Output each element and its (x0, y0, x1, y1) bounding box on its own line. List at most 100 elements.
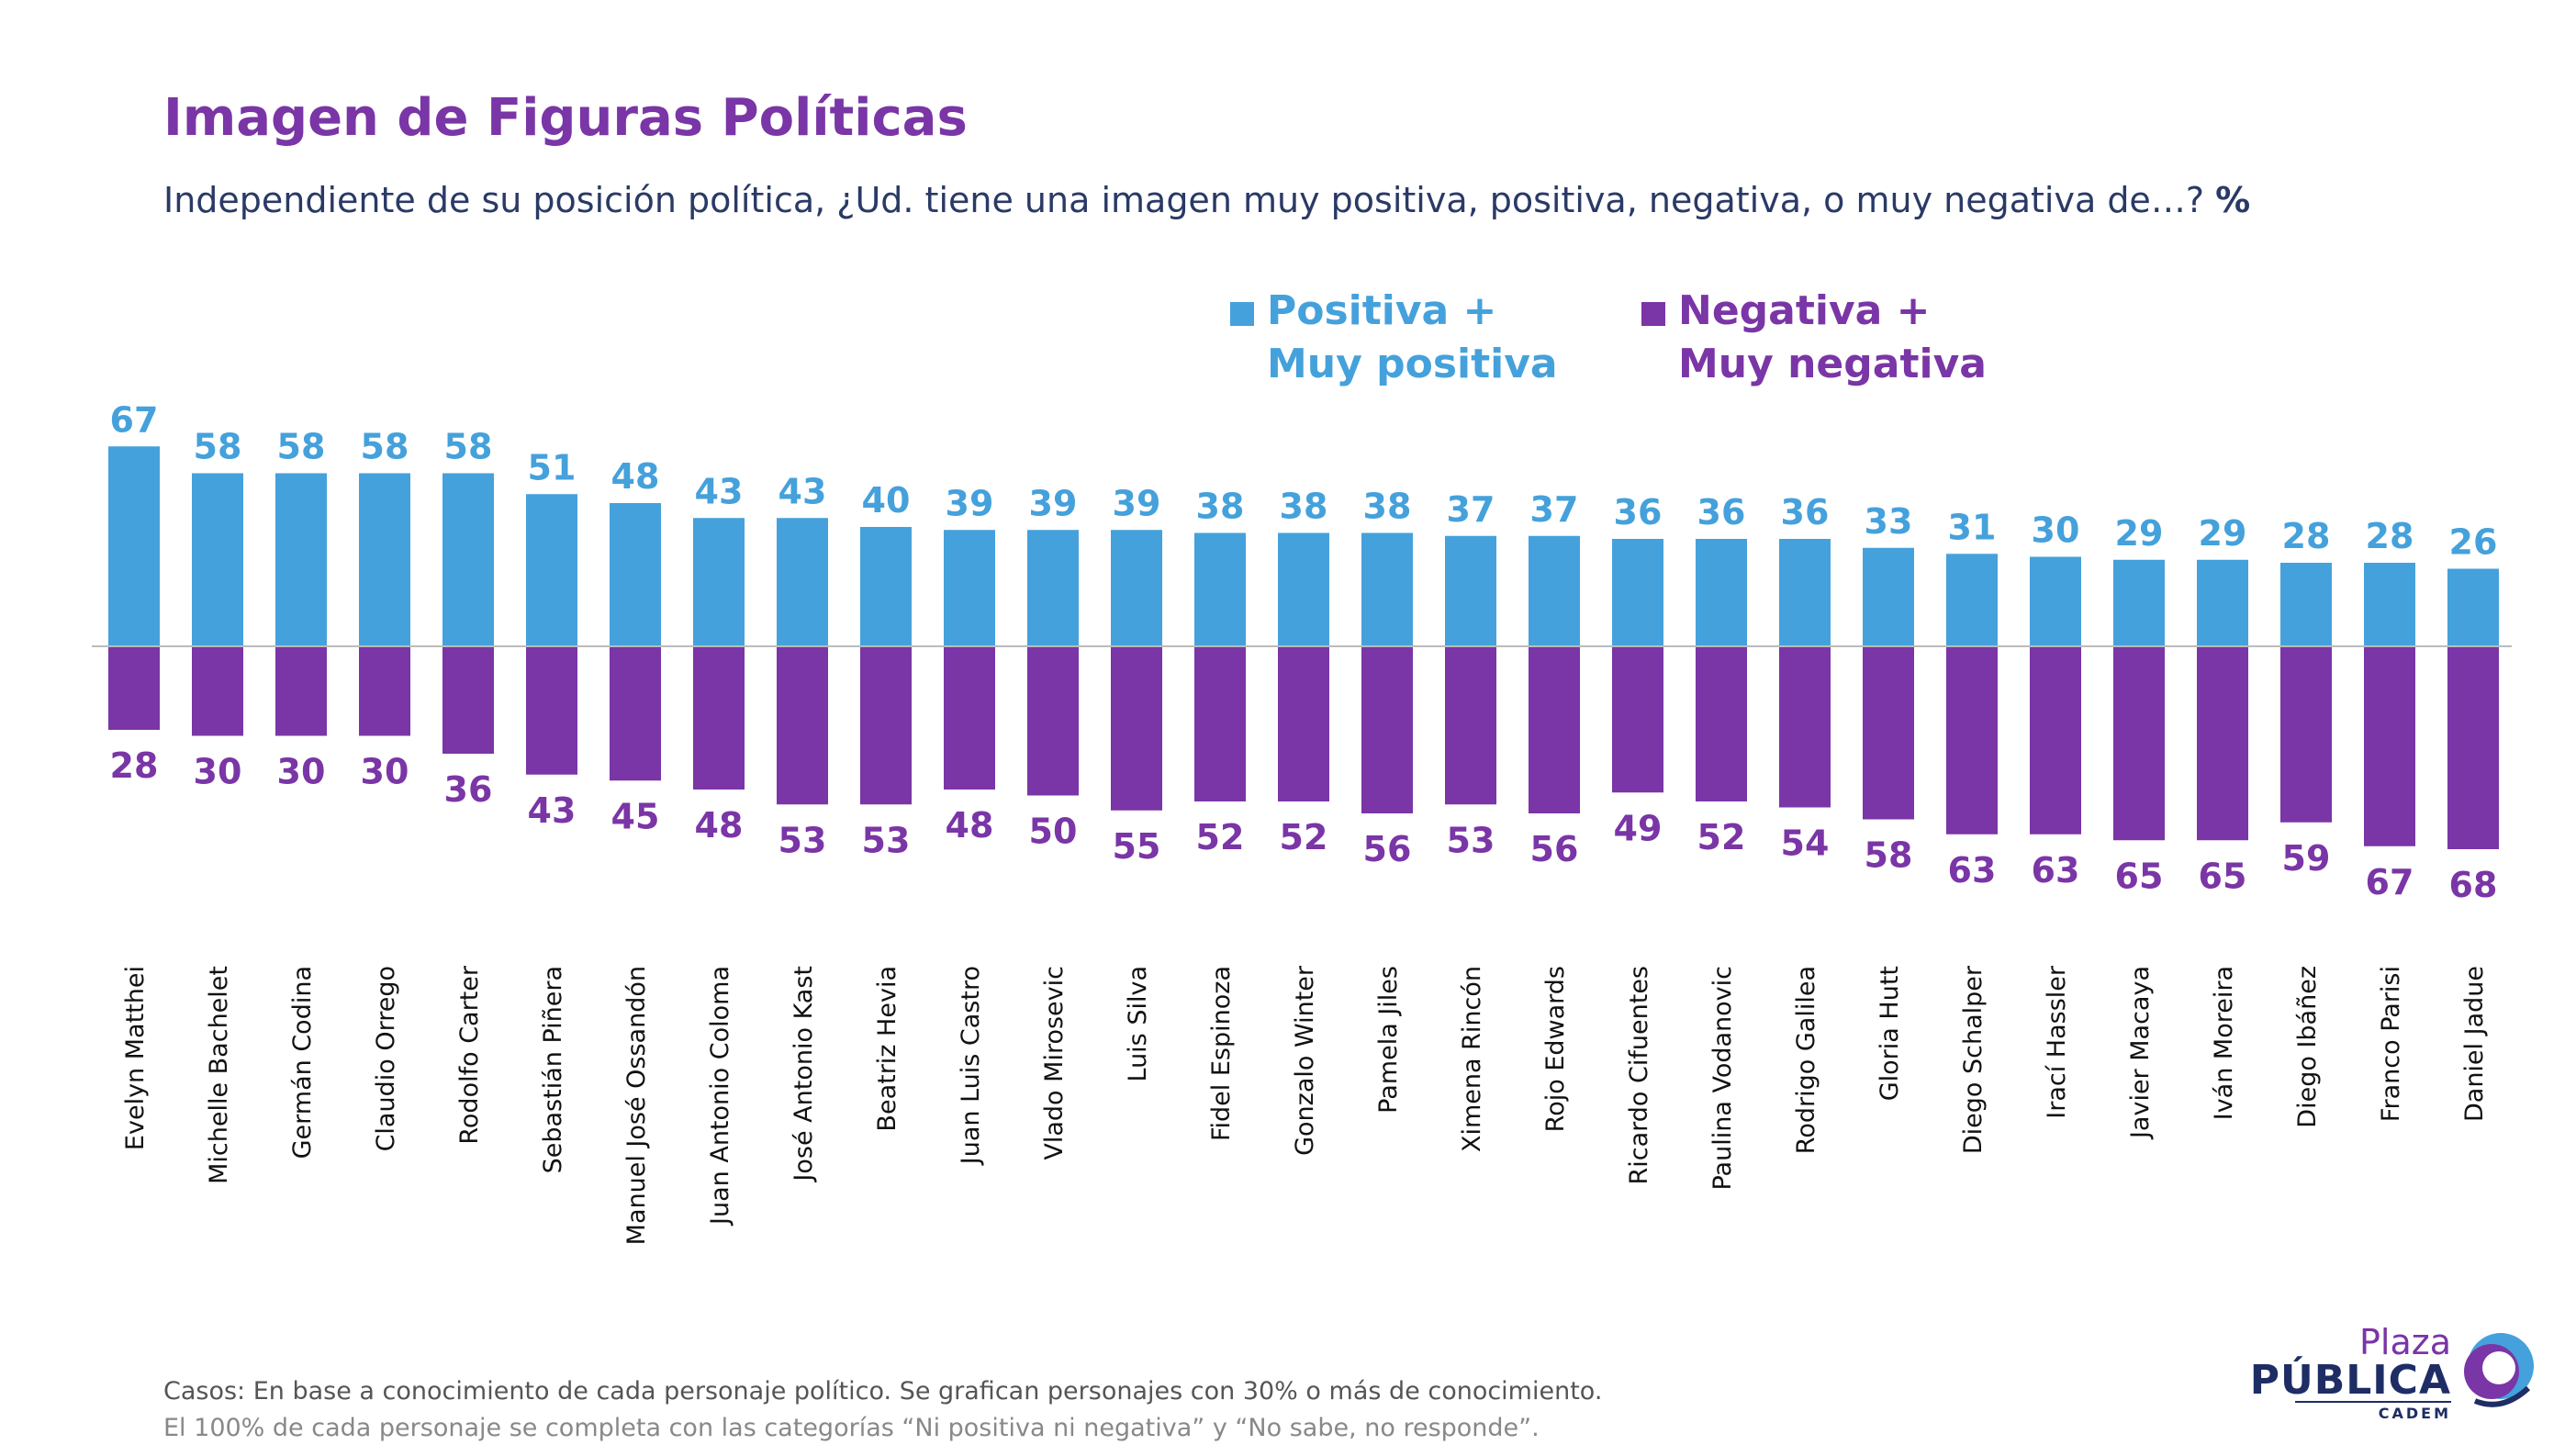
data-label-negative: 58 (1865, 835, 1913, 876)
bar-positive (1361, 532, 1413, 646)
bar-positive (526, 494, 577, 646)
category-label: José Antonio Kast (790, 966, 818, 1183)
bar-negative (1278, 646, 1329, 801)
data-label-negative: 54 (1781, 823, 1830, 864)
category-label: Evelyn Matthei (121, 966, 150, 1150)
bar-positive (1612, 539, 1663, 646)
chart-title: Imagen de Figuras Políticas (163, 88, 968, 148)
data-label-negative: 43 (528, 790, 577, 831)
category-label: Vlado Mirosevic (1040, 966, 1069, 1160)
category-label: Paulina Vodanovic (1708, 966, 1737, 1191)
data-label-negative: 28 (110, 745, 159, 786)
bar-positive (944, 530, 995, 646)
bar-positive (359, 473, 410, 646)
data-label-positive: 39 (1113, 483, 1161, 523)
data-label-positive: 67 (110, 399, 159, 440)
bar-negative (526, 646, 577, 775)
data-label-negative: 56 (1530, 829, 1579, 869)
category-label: Ximena Rincón (1458, 966, 1486, 1152)
bar-positive (108, 446, 160, 646)
category-label: Gonzalo Winter (1291, 965, 1319, 1156)
bar-negative (442, 646, 494, 754)
data-label-positive: 33 (1865, 501, 1913, 542)
data-label-negative: 68 (2449, 865, 2498, 905)
legend-negative-line1: Negativa + (1678, 287, 1931, 334)
category-label: Javier Macaya (2126, 966, 2155, 1140)
category-label: Fidel Espinoza (1207, 966, 1236, 1141)
data-label-positive: 39 (946, 483, 994, 523)
category-label: Gloria Hutt (1876, 966, 1904, 1101)
category-label: Daniel Jadue (2460, 966, 2489, 1122)
data-label-positive: 37 (1447, 489, 1495, 530)
data-label-negative: 36 (444, 769, 493, 810)
legend-positive-swatch (1230, 302, 1254, 326)
bar-chart: 67 28 Evelyn Matthei 58 30 Michelle Bachelet 5… (92, 399, 2512, 1245)
data-label-positive: 30 (2032, 510, 2080, 551)
bar-negative (275, 646, 327, 736)
data-label-negative: 55 (1113, 826, 1161, 867)
bar-positive (693, 518, 745, 646)
bar-positive (1779, 539, 1831, 646)
bar-positive (275, 473, 327, 646)
category-label: Sebastián Piñera (539, 966, 567, 1173)
data-label-positive: 51 (528, 447, 577, 487)
category-label: Rojo Edwards (1541, 966, 1570, 1132)
bar-negative (359, 646, 410, 736)
data-label-negative: 67 (2366, 862, 2414, 902)
category-label: Irací Hassler (2043, 965, 2071, 1119)
data-label-positive: 26 (2449, 522, 2498, 563)
bar-positive (2030, 556, 2081, 646)
logo-publica-text: PÚBLICA (2249, 1357, 2451, 1404)
bar-negative (1445, 646, 1496, 805)
data-label-positive: 58 (277, 427, 326, 467)
data-label-positive: 58 (444, 427, 493, 467)
data-label-positive: 28 (2366, 516, 2414, 556)
legend-negative-line2: Muy negativa (1678, 341, 1987, 387)
data-label-negative: 59 (2282, 838, 2331, 879)
category-label: Germán Codina (288, 966, 317, 1159)
bar-negative (610, 646, 661, 781)
data-label-positive: 31 (1948, 507, 1997, 547)
data-label-negative: 65 (2115, 856, 2164, 896)
data-label-negative: 52 (1280, 817, 1328, 857)
category-label: Juan Luis Castro (957, 966, 985, 1166)
data-label-negative: 45 (611, 796, 660, 836)
subtitle-text: Independiente de su posición política, ¿… (163, 180, 2204, 220)
bar-positive (1278, 532, 1329, 646)
bar-negative (1779, 646, 1831, 808)
data-label-positive: 58 (194, 427, 242, 467)
data-label-positive: 36 (1614, 492, 1663, 532)
data-label-positive: 36 (1697, 492, 1746, 532)
footnote-cases: Casos: En base a conocimiento de cada pe… (163, 1377, 1603, 1406)
logo-plaza-text: Plaza (2359, 1322, 2451, 1362)
category-label: Claudio Orrego (372, 966, 400, 1151)
bar-negative (2197, 646, 2248, 841)
category-label: Rodolfo Carter (455, 965, 484, 1145)
data-label-negative: 30 (361, 752, 409, 792)
data-label-negative: 65 (2199, 856, 2247, 896)
bar-negative (2030, 646, 2081, 835)
bar-positive (2364, 563, 2415, 646)
bar-negative (192, 646, 243, 736)
bar-positive (1946, 554, 1998, 646)
bar-negative (1361, 646, 1413, 813)
bar-positive (1194, 532, 1246, 646)
data-label-negative: 30 (194, 752, 242, 792)
legend-negative-swatch (1641, 302, 1665, 326)
data-label-negative: 53 (862, 820, 911, 860)
bar-negative (1529, 646, 1580, 813)
data-label-positive: 29 (2115, 513, 2164, 554)
bar-negative (777, 646, 828, 805)
data-label-positive: 38 (1280, 487, 1328, 527)
data-label-positive: 39 (1029, 483, 1078, 523)
category-label: Ricardo Cifuentes (1625, 966, 1653, 1184)
bar-positive (192, 473, 243, 646)
category-label: Beatriz Hevia (873, 966, 902, 1132)
logo-mark-icon (2464, 1333, 2534, 1407)
category-label: Iván Moreira (2210, 966, 2238, 1120)
legend-positive: Positiva + Muy positiva (1230, 285, 1597, 391)
bar-negative (1612, 646, 1663, 793)
data-label-positive: 28 (2282, 516, 2331, 556)
bar-positive (2197, 559, 2248, 646)
bar-negative (1696, 646, 1747, 801)
